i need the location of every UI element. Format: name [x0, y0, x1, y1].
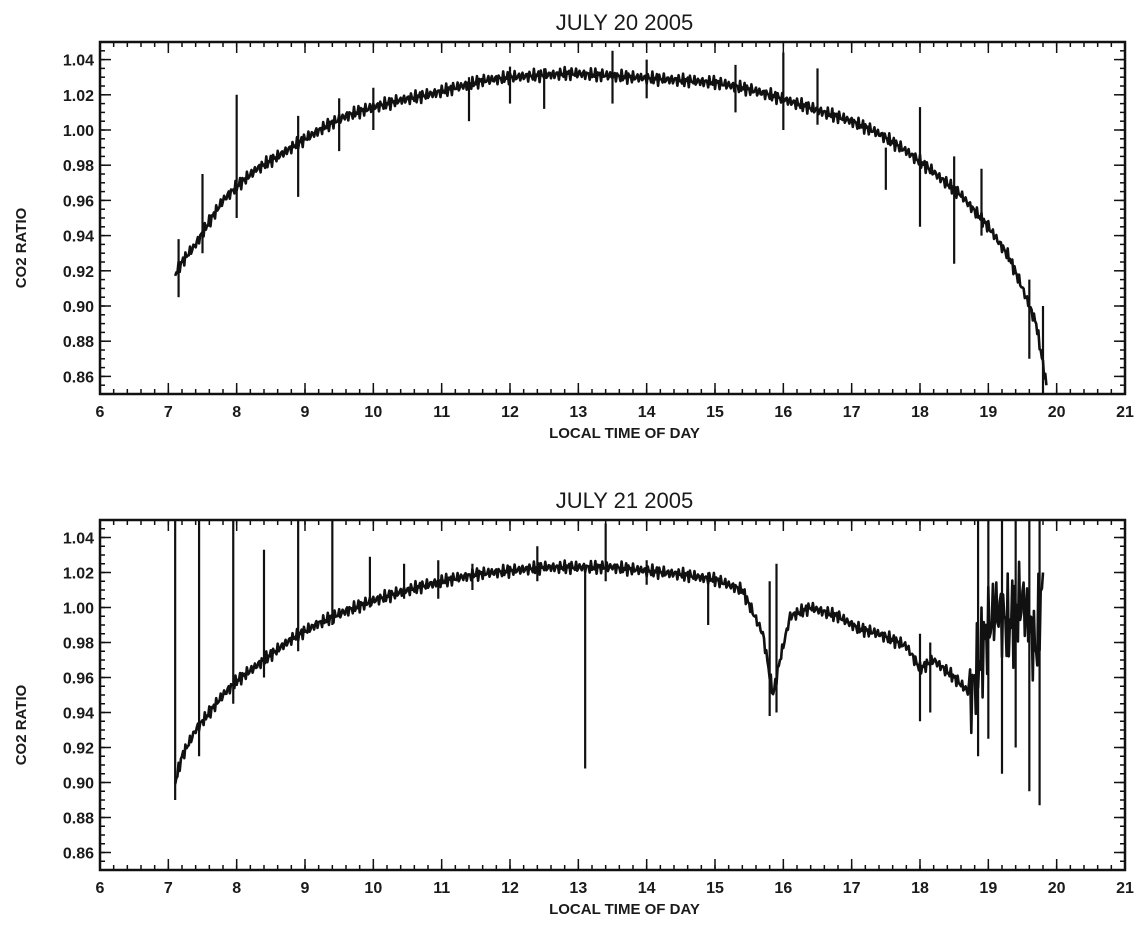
y-tick-label: 1.00 [63, 601, 94, 618]
x-tick-label: 9 [301, 404, 310, 421]
plot-frame [98, 518, 1127, 872]
x-tick-label: 8 [232, 404, 241, 421]
y-tick-label: 0.92 [63, 741, 94, 758]
x-tick-label: 13 [569, 404, 587, 421]
plot-frame [98, 40, 1127, 396]
data-series-line [173, 559, 1045, 785]
x-tick-label: 12 [501, 880, 519, 897]
chart-title: JULY 20 2005 [556, 10, 693, 35]
y-tick-label: 0.96 [63, 193, 94, 210]
x-tick-label: 21 [1116, 880, 1134, 897]
y-tick-label: 0.92 [63, 264, 94, 281]
y-tick-label: 1.00 [63, 123, 94, 140]
x-tick-label: 10 [364, 880, 382, 897]
y-tick-label: 1.04 [63, 531, 94, 548]
y-tick-label: 1.04 [63, 53, 94, 70]
x-tick-label: 16 [774, 404, 792, 421]
x-tick-label: 20 [1048, 880, 1066, 897]
x-tick-label: 20 [1048, 404, 1066, 421]
chart-panel-july-21: 6 7 8 9 10 11 12 13 14 15 16 17 18 19 20 21 0.86 0.88 0.90… [13, 488, 1134, 918]
y-tick-label: 0.88 [63, 811, 94, 828]
x-tick-label: 12 [501, 404, 519, 421]
x-tick-label: 17 [843, 404, 861, 421]
x-tick-label: 18 [911, 404, 929, 421]
y-tick-label: 0.98 [63, 636, 94, 653]
x-axis-label: LOCAL TIME OF DAY [549, 425, 700, 442]
x-tick-label: 6 [96, 880, 105, 897]
x-tick-label: 9 [301, 880, 310, 897]
y-axis-label: CO2 RATIO [13, 684, 30, 765]
x-tick-label: 15 [706, 880, 724, 897]
y-tick-label: 0.94 [63, 229, 94, 246]
x-tick-label: 17 [843, 880, 861, 897]
x-tick-label: 8 [232, 880, 241, 897]
x-tick-label: 7 [164, 880, 173, 897]
plot-area [173, 50, 1048, 394]
x-tick-label: 21 [1116, 404, 1134, 421]
y-tick-label: 0.90 [63, 776, 94, 793]
x-tick-label: 11 [433, 404, 450, 421]
y-tick-label: 0.98 [63, 158, 94, 175]
x-tick-label: 19 [979, 880, 997, 897]
x-tick-label: 6 [96, 404, 105, 421]
y-tick-label: 0.96 [63, 671, 94, 688]
y-tick-label: 0.88 [63, 334, 94, 351]
y-tick-label: 1.02 [63, 566, 94, 583]
y-tick-label: 0.86 [63, 846, 94, 863]
x-tick-label: 16 [774, 880, 792, 897]
plot-area [173, 520, 1045, 806]
x-tick-label: 14 [638, 404, 656, 421]
y-tick-label: 0.86 [63, 369, 94, 386]
y-tick-label: 0.90 [63, 299, 94, 316]
x-tick-label: 7 [164, 404, 173, 421]
x-axis-label: LOCAL TIME OF DAY [549, 901, 700, 918]
data-series-line [173, 65, 1048, 386]
y-tick-label: 0.94 [63, 706, 94, 723]
x-tick-label: 15 [706, 404, 724, 421]
chart-title: JULY 21 2005 [556, 488, 693, 513]
chart-panel-july-20: 6 7 8 9 10 11 12 13 14 15 16 17 18 19 20 21 0.86 0.88 0.90… [13, 10, 1134, 442]
y-axis-label: CO2 RATIO [13, 207, 30, 288]
x-tick-label: 18 [911, 880, 929, 897]
x-tick-label: 13 [569, 880, 587, 897]
x-tick-label: 10 [364, 404, 382, 421]
x-tick-label: 19 [979, 404, 997, 421]
x-tick-label: 11 [433, 880, 450, 897]
x-tick-label: 14 [638, 880, 656, 897]
y-tick-label: 1.02 [63, 88, 94, 105]
